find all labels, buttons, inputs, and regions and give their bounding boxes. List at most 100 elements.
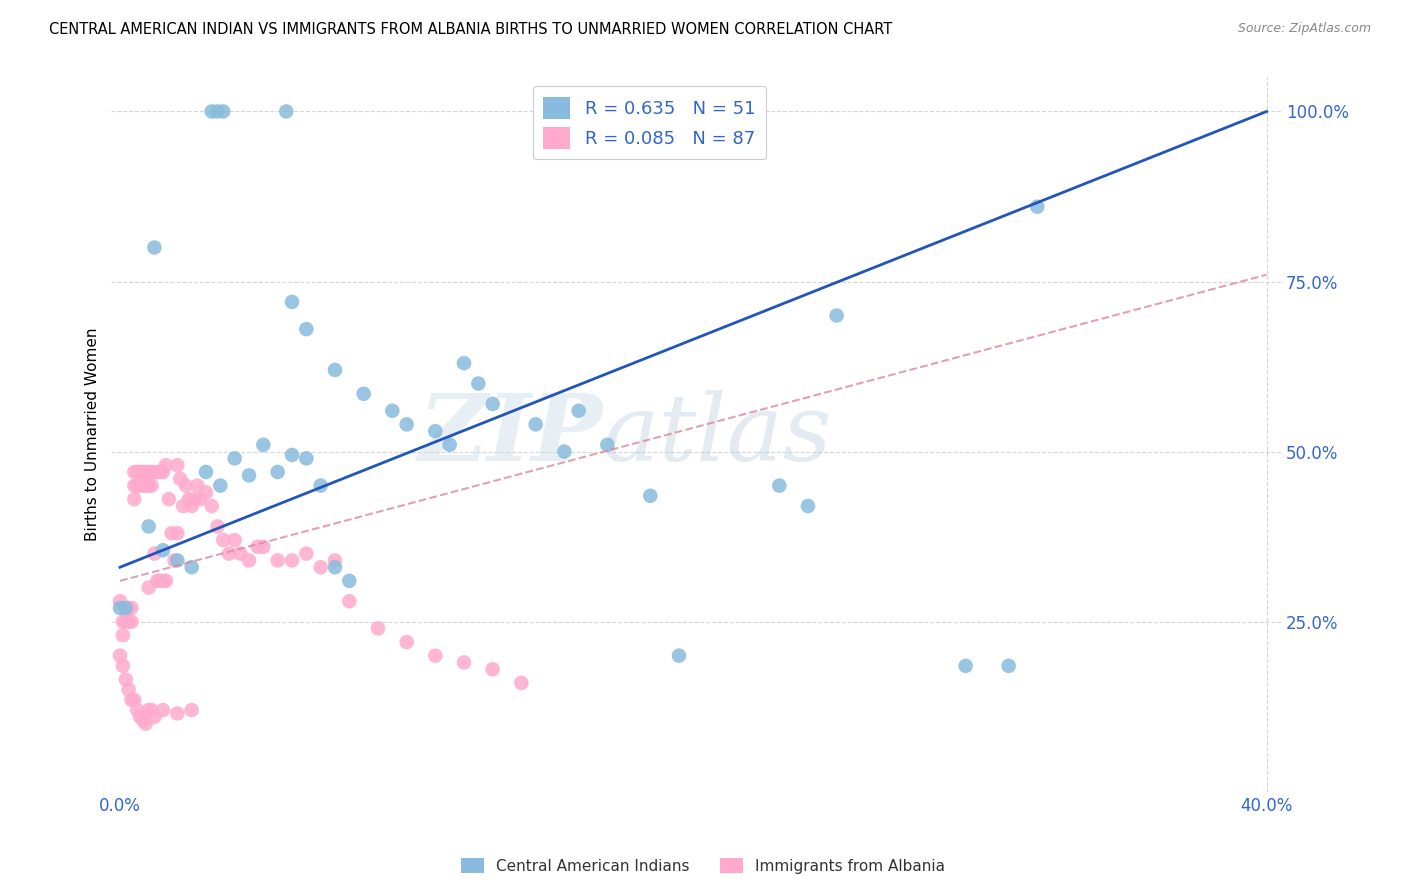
Point — [111, 628, 134, 642]
Point — [510, 676, 533, 690]
Point — [155, 574, 177, 588]
Point — [143, 710, 166, 724]
Point — [169, 472, 191, 486]
Point — [309, 478, 332, 492]
Point — [138, 581, 160, 595]
Point — [143, 465, 166, 479]
Point — [224, 533, 246, 547]
Point — [212, 533, 235, 547]
Point — [467, 376, 489, 391]
Point — [323, 553, 346, 567]
Point — [149, 465, 172, 479]
Point — [114, 673, 136, 687]
Point — [143, 547, 166, 561]
Point — [212, 104, 235, 119]
Point — [453, 356, 475, 370]
Point — [141, 478, 163, 492]
Point — [132, 478, 155, 492]
Text: atlas: atlas — [603, 390, 832, 480]
Point — [121, 693, 143, 707]
Point — [172, 499, 194, 513]
Point — [117, 601, 139, 615]
Point — [439, 438, 461, 452]
Point — [108, 601, 131, 615]
Point — [111, 658, 134, 673]
Point — [224, 451, 246, 466]
Point — [188, 492, 211, 507]
Point — [367, 622, 389, 636]
Point — [124, 492, 146, 507]
Point — [281, 294, 304, 309]
Point — [174, 478, 197, 492]
Point — [129, 465, 152, 479]
Point — [183, 492, 205, 507]
Point — [166, 553, 188, 567]
Legend: R = 0.635   N = 51, R = 0.085   N = 87: R = 0.635 N = 51, R = 0.085 N = 87 — [533, 87, 766, 160]
Point — [295, 547, 318, 561]
Point — [229, 547, 252, 561]
Point — [276, 104, 298, 119]
Point — [281, 448, 304, 462]
Point — [114, 615, 136, 629]
Point — [163, 553, 186, 567]
Point — [381, 403, 404, 417]
Text: Source: ZipAtlas.com: Source: ZipAtlas.com — [1237, 22, 1371, 36]
Point — [201, 499, 224, 513]
Point — [266, 465, 288, 479]
Point — [127, 703, 149, 717]
Point — [132, 713, 155, 727]
Point — [152, 703, 174, 717]
Point — [252, 540, 274, 554]
Point — [180, 499, 202, 513]
Point — [825, 309, 848, 323]
Point — [246, 540, 269, 554]
Point — [143, 240, 166, 254]
Point — [127, 478, 149, 492]
Point — [166, 526, 188, 541]
Point — [152, 465, 174, 479]
Point — [138, 519, 160, 533]
Legend: Central American Indians, Immigrants from Albania: Central American Indians, Immigrants fro… — [454, 852, 952, 880]
Point — [295, 451, 318, 466]
Point — [135, 478, 157, 492]
Point — [596, 438, 619, 452]
Point — [141, 703, 163, 717]
Point — [195, 485, 218, 500]
Point — [218, 547, 240, 561]
Point — [481, 397, 503, 411]
Point — [252, 438, 274, 452]
Point — [266, 553, 288, 567]
Point — [323, 363, 346, 377]
Point — [117, 615, 139, 629]
Point — [129, 478, 152, 492]
Point — [155, 458, 177, 473]
Point — [425, 424, 447, 438]
Point — [114, 601, 136, 615]
Point — [425, 648, 447, 663]
Point — [668, 648, 690, 663]
Point — [127, 465, 149, 479]
Point — [166, 706, 188, 721]
Point — [553, 444, 575, 458]
Point — [152, 543, 174, 558]
Point — [152, 574, 174, 588]
Point — [160, 526, 183, 541]
Point — [149, 574, 172, 588]
Point — [568, 403, 591, 417]
Point — [955, 658, 977, 673]
Point — [395, 417, 418, 432]
Point — [209, 478, 232, 492]
Point — [132, 465, 155, 479]
Point — [207, 519, 229, 533]
Point — [121, 615, 143, 629]
Point — [108, 648, 131, 663]
Point — [121, 601, 143, 615]
Point — [124, 478, 146, 492]
Point — [238, 553, 260, 567]
Point — [238, 468, 260, 483]
Point — [117, 682, 139, 697]
Point — [166, 458, 188, 473]
Point — [453, 656, 475, 670]
Point — [177, 492, 200, 507]
Point — [186, 478, 208, 492]
